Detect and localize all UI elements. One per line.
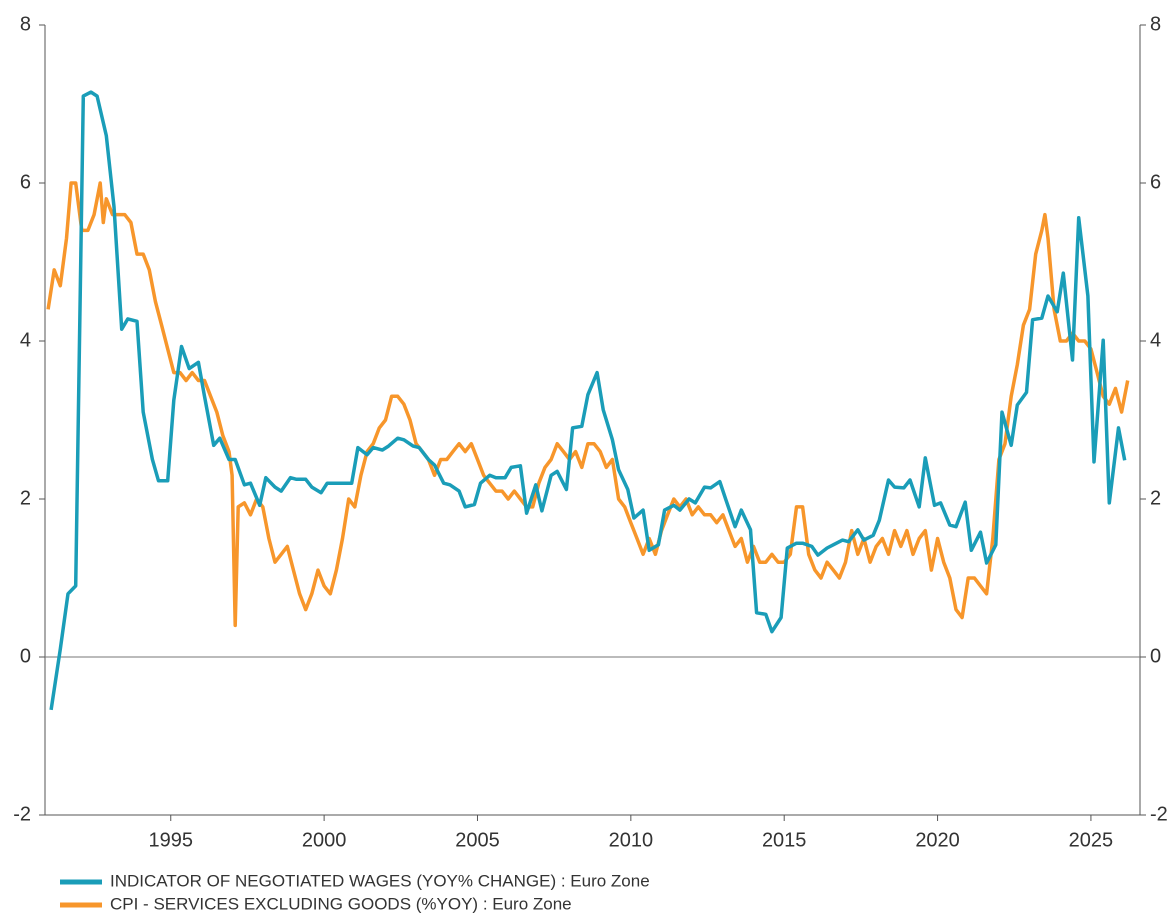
y2-tick-label: 0: [1150, 645, 1161, 667]
x-tick-label: 1995: [149, 829, 194, 851]
series-line: [46, 181, 1130, 628]
y-tick-label: 2: [20, 487, 31, 509]
x-tick-label: 2025: [1069, 829, 1114, 851]
x-tick-label: 2000: [302, 829, 347, 851]
y-tick-label: 8: [20, 13, 31, 35]
x-tick-label: 2020: [915, 829, 960, 851]
x-tick-label: 2015: [762, 829, 807, 851]
y-tick-label: 4: [20, 329, 31, 351]
legend-label: INDICATOR OF NEGOTIATED WAGES (YOY% CHAN…: [110, 871, 650, 890]
y2-tick-label: 6: [1150, 171, 1161, 193]
series-line: [49, 90, 1127, 711]
y2-tick-label: 4: [1150, 329, 1161, 351]
y2-tick-label: 8: [1150, 13, 1161, 35]
y2-tick-label: -2: [1150, 803, 1168, 825]
x-tick-label: 2010: [609, 829, 654, 851]
x-tick-label: 2005: [455, 829, 500, 851]
y-tick-label: -2: [13, 803, 31, 825]
y-tick-label: 6: [20, 171, 31, 193]
y-tick-label: 0: [20, 645, 31, 667]
y2-tick-label: 2: [1150, 487, 1161, 509]
legend-label: CPI - SERVICES EXCLUDING GOODS (%YOY) : …: [110, 894, 572, 913]
